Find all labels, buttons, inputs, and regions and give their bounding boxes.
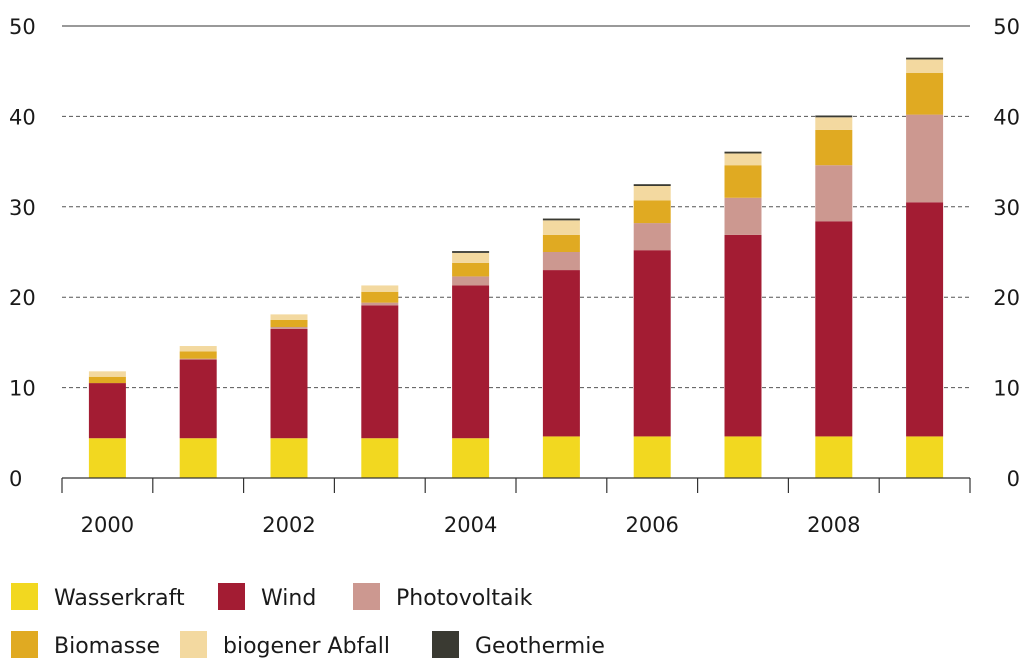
bar-wasserkraft-2004 [452,438,490,478]
bar-biogener-abfall-2000 [88,371,126,377]
bar-wind-2002 [270,328,308,439]
y-tick-label-left: 10 [9,377,36,401]
legend-label-photovoltaik: Photovoltaik [396,586,533,611]
bar-biogener-abfall-2001 [179,346,217,352]
bar-biomasse-2008 [815,129,853,166]
legend: Wasserkraft Wind Photovoltaik Biomasse bioge… [11,583,605,659]
bar-geothermie-2008 [815,115,853,118]
y-tick-label-right: 50 [993,15,1020,39]
legend-swatch-photovoltaik [353,583,380,610]
bar-biomasse-2004 [452,262,490,277]
bar-geothermie-2006 [633,184,671,187]
bar-photovoltaik-2006 [633,223,671,251]
y-tick-label-left: 50 [9,15,36,39]
legend-label-geothermie: Geothermie [475,634,605,659]
legend-swatch-biomasse [11,631,38,658]
y-tick-label-right: 10 [993,377,1020,401]
legend-label-wind: Wind [261,586,316,611]
legend-swatch-wind [218,583,245,610]
y-tick-label-left: 40 [9,105,36,129]
bar-biogener-abfall-2009 [906,59,944,74]
bar-wasserkraft-2009 [906,436,944,478]
bar-biogener-abfall-2003 [361,285,399,292]
bar-wind-2007 [724,234,762,437]
y-tick-label-right: 20 [993,286,1020,310]
bar-wind-2003 [361,305,399,439]
bar-geothermie-2007 [724,151,762,154]
legend-label-biogener-abfall: biogener Abfall [223,634,390,659]
y-tick-label-right: 0 [1007,467,1020,491]
bar-photovoltaik-2002 [270,327,308,329]
bar-biomasse-2002 [270,319,308,328]
bar-geothermie-2009 [906,57,944,60]
bar-geothermie-2005 [542,218,580,221]
bar-wind-2001 [179,359,217,439]
x-tick-label: 2002 [262,513,315,537]
bar-photovoltaik-2007 [724,197,762,235]
bar-biomasse-2003 [361,291,399,303]
bar-biomasse-2007 [724,165,762,198]
bar-photovoltaik-2009 [906,114,944,203]
bar-wasserkraft-2003 [361,438,399,478]
y-tick-label-right: 30 [993,196,1020,220]
bar-wind-2008 [815,221,853,437]
bar-wind-2004 [452,285,490,439]
bar-photovoltaik-2003 [361,302,399,306]
axis-layer: 0 0 10 10 20 20 30 30 40 40 50 50 2000 2002 2004 2006 20… [9,15,1020,537]
bar-wasserkraft-2007 [724,436,762,478]
legend-swatch-geothermie [432,631,459,658]
y-tick-label-right: 40 [993,105,1020,129]
bar-wind-2009 [906,202,944,437]
bar-biomasse-2005 [542,234,580,252]
x-tick-label: 2006 [625,513,678,537]
y-tick-label-left: 20 [9,286,36,310]
bar-photovoltaik-2005 [542,252,580,271]
bars-layer [88,57,944,478]
bar-wasserkraft-2006 [633,436,671,478]
bar-wasserkraft-2008 [815,436,853,478]
bar-biomasse-2000 [88,376,126,384]
bar-geothermie-2004 [452,251,490,253]
bar-wind-2000 [88,383,126,439]
bar-wasserkraft-2002 [270,438,308,478]
bar-biomasse-2009 [906,73,944,115]
bar-biogener-abfall-2007 [724,153,762,166]
legend-label-wasserkraft: Wasserkraft [54,586,185,611]
bar-wasserkraft-2001 [179,438,217,478]
bar-wind-2006 [633,250,671,437]
bar-biomasse-2006 [633,200,671,224]
bar-wind-2005 [542,270,580,437]
legend-swatch-biogener-abfall [180,631,207,658]
x-tick-label: 2000 [81,513,134,537]
bar-photovoltaik-2008 [815,165,853,222]
x-tick-label: 2008 [807,513,860,537]
x-tick-label: 2004 [444,513,497,537]
bar-wasserkraft-2000 [88,438,126,478]
legend-label-biomasse: Biomasse [54,634,160,659]
bar-biogener-abfall-2002 [270,314,308,320]
bar-photovoltaik-2004 [452,276,490,286]
bar-biomasse-2001 [179,351,217,359]
y-tick-label-left: 0 [9,467,22,491]
bar-biogener-abfall-2008 [815,117,853,130]
bar-biogener-abfall-2004 [452,252,490,263]
y-tick-label-left: 30 [9,196,36,220]
bar-biogener-abfall-2005 [542,220,580,235]
legend-swatch-wasserkraft [11,583,38,610]
bar-photovoltaik-2001 [179,358,217,360]
bar-biogener-abfall-2006 [633,186,671,201]
bar-wasserkraft-2005 [542,436,580,478]
